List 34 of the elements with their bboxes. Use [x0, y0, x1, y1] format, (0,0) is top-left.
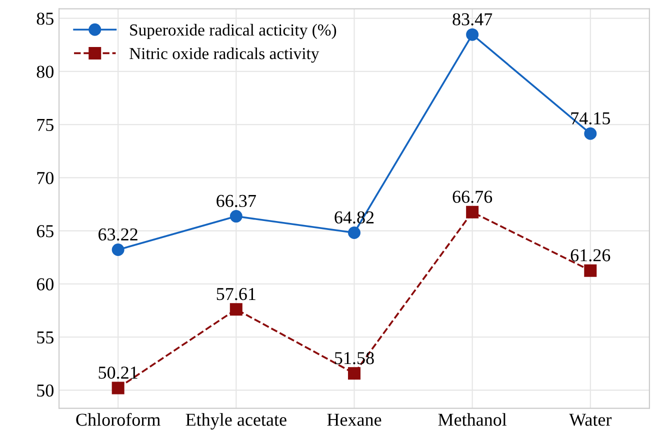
data-label: 50.21 — [98, 366, 138, 379]
legend-label: Nitric oxide radicals activity — [130, 47, 320, 63]
y-tick-label: 50 — [37, 384, 54, 397]
point — [230, 303, 242, 316]
data-label: 57.61 — [216, 288, 256, 300]
data-label: 83.47 — [452, 13, 492, 26]
point — [466, 28, 479, 41]
x-tick-label: Hexane — [327, 414, 382, 426]
x-tick-label: Ethyle acetate — [186, 413, 286, 430]
y-tick-label: 60 — [36, 278, 54, 290]
point — [112, 382, 124, 394]
x-tick-label: Methanol — [438, 413, 507, 426]
y-tick-label: 65 — [36, 225, 54, 238]
point — [112, 244, 124, 256]
data-label: 63.22 — [98, 228, 138, 241]
data-label: 61.26 — [570, 249, 610, 262]
y-tick-label: 70 — [37, 172, 54, 184]
legend-label: Superoxide radical acticity (%) — [130, 24, 336, 40]
y-tick-label: 55 — [37, 332, 54, 344]
y-tick-label: 80 — [36, 66, 54, 78]
data-label: 51.58 — [334, 352, 374, 364]
y-tick-label: 75 — [37, 119, 54, 132]
x-tick-label: Chloroform — [76, 412, 160, 426]
point — [584, 127, 597, 140]
data-label: 66.37 — [216, 194, 256, 208]
point — [348, 226, 360, 239]
point — [348, 367, 360, 380]
y-tick-label: 85 — [36, 12, 54, 25]
point — [466, 206, 479, 218]
data-label: 74.15 — [571, 112, 610, 124]
x-tick-label: Water — [569, 414, 612, 426]
point — [584, 264, 597, 277]
data-label: 66.76 — [452, 190, 492, 203]
point — [230, 210, 242, 223]
